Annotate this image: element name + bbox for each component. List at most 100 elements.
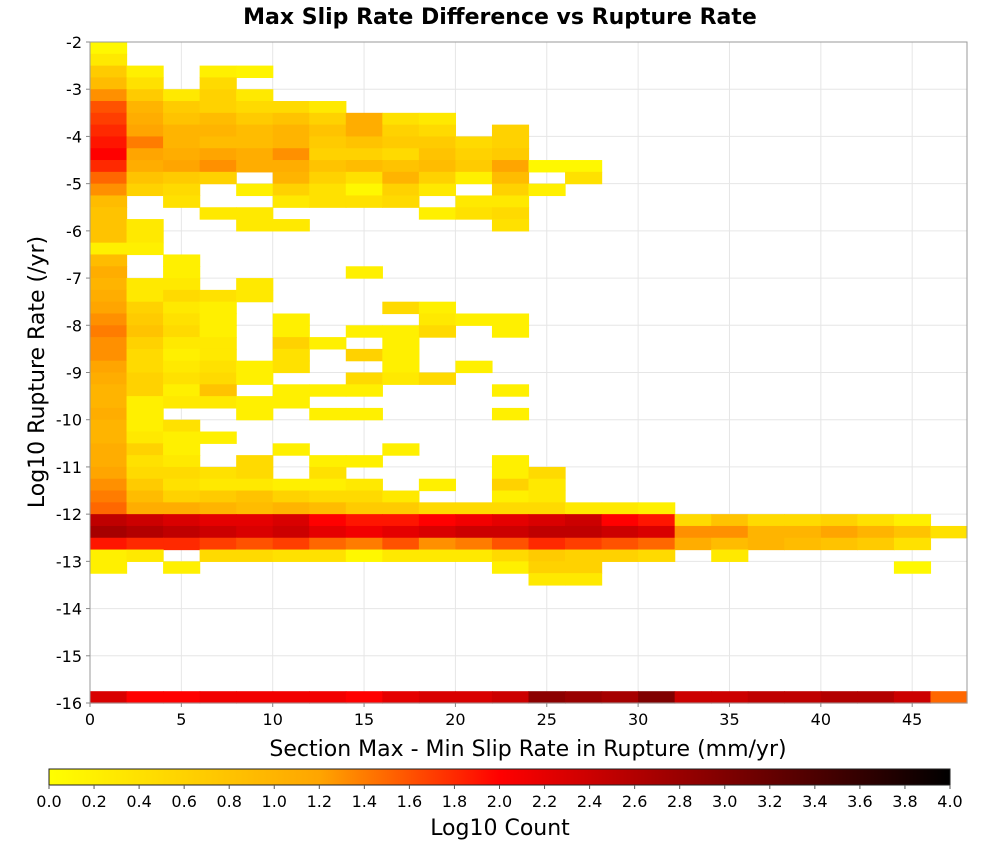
heatmap-cell — [163, 372, 201, 385]
heatmap-cell — [199, 301, 237, 315]
heatmap-cell — [565, 525, 603, 539]
heatmap-cell — [893, 537, 932, 551]
heatmap-cell — [565, 171, 603, 185]
heatmap-cell — [163, 195, 201, 208]
heatmap-cell — [126, 396, 164, 409]
heatmap-cell — [163, 502, 201, 515]
heatmap-cell — [163, 112, 201, 126]
heatmap-cell — [126, 431, 164, 444]
heatmap-cells — [90, 42, 968, 704]
x-tick-label: 15 — [354, 710, 374, 729]
colorbar-ticks: 0.0 0.2 0.4 0.6 0.8 1.0 1.2 1.4 1.6 1.8 2.0 2.2 2.4 2… — [36, 785, 963, 811]
heatmap-cell — [418, 325, 457, 338]
heatmap-cell — [565, 573, 603, 586]
heatmap-cell — [163, 490, 201, 503]
heatmap-cell — [418, 502, 457, 515]
y-tick-label: -4 — [66, 127, 82, 146]
colorbar-tick-label: 2.0 — [487, 792, 512, 811]
heatmap-cell — [711, 525, 749, 539]
y-tick-label: -2 — [66, 33, 82, 52]
heatmap-cell — [893, 691, 932, 704]
heatmap-cell — [163, 148, 201, 161]
heatmap-cell — [199, 431, 237, 444]
heatmap-cell — [711, 537, 749, 551]
heatmap-cell — [418, 478, 457, 492]
heatmap-cell — [601, 691, 639, 704]
heatmap-cell — [126, 466, 164, 480]
heatmap-cell — [236, 183, 274, 197]
colorbar-tick-label: 3.0 — [712, 792, 737, 811]
heatmap-cell — [309, 502, 347, 515]
heatmap-cell — [199, 372, 237, 385]
heatmap-cell — [126, 455, 164, 468]
heatmap-cell — [199, 313, 237, 326]
heatmap-cell — [638, 549, 676, 562]
heatmap-cell — [163, 136, 201, 149]
heatmap-cell — [345, 148, 383, 161]
y-tick-label: -8 — [66, 316, 82, 335]
heatmap-cell — [236, 691, 274, 704]
heatmap-cell — [90, 101, 128, 114]
heatmap-cell — [90, 136, 128, 149]
heatmap-cell — [236, 101, 274, 114]
heatmap-cell — [345, 136, 383, 149]
heatmap-cell — [163, 160, 201, 173]
heatmap-cell — [382, 325, 420, 338]
heatmap-cell — [382, 372, 420, 385]
heatmap-cell — [199, 112, 237, 126]
heatmap-cell — [711, 691, 749, 704]
heatmap-cell — [90, 160, 128, 173]
colorbar-tick-label: 3.6 — [847, 792, 872, 811]
heatmap-cell — [382, 301, 420, 315]
heatmap-cell — [126, 514, 164, 527]
heatmap-cell — [272, 514, 310, 527]
heatmap-cell — [382, 514, 420, 527]
heatmap-cell — [418, 171, 457, 185]
heatmap-cell — [674, 514, 712, 527]
heatmap-cell — [382, 148, 420, 161]
heatmap-cell — [236, 360, 274, 374]
heatmap-cell — [199, 396, 237, 409]
colorbar-tick-label: 0.8 — [216, 792, 241, 811]
heatmap-cell — [711, 514, 749, 527]
heatmap-cell — [638, 691, 676, 704]
heatmap-cell — [601, 537, 639, 551]
heatmap-cell — [418, 160, 457, 173]
heatmap-cell — [272, 337, 310, 350]
colorbar-tick-label: 0.0 — [36, 792, 61, 811]
heatmap-cell — [674, 525, 712, 539]
heatmap-cell — [90, 313, 128, 326]
heatmap-cell — [345, 112, 383, 126]
heatmap-cell — [674, 691, 712, 704]
heatmap-cell — [491, 502, 530, 515]
heatmap-cell — [163, 561, 201, 574]
heatmap-cell — [272, 384, 310, 397]
colorbar-tick-label: 0.4 — [126, 792, 151, 811]
heatmap-cell — [528, 525, 566, 539]
heatmap-cell — [163, 89, 201, 102]
heatmap-cell — [382, 124, 420, 138]
y-tick-label: -6 — [66, 222, 82, 241]
y-tick-label: -12 — [56, 505, 82, 524]
heatmap-cell — [90, 525, 128, 539]
heatmap-cell — [90, 242, 128, 256]
heatmap-cell — [418, 148, 457, 161]
heatmap-cell — [90, 691, 128, 704]
heatmap-cell — [455, 502, 493, 515]
heatmap-cell — [90, 561, 128, 574]
heatmap-cell — [309, 183, 347, 197]
heatmap-cell — [528, 160, 566, 173]
heatmap-cell — [272, 148, 310, 161]
heatmap-cell — [163, 396, 201, 409]
heatmap-cell — [272, 549, 310, 562]
heatmap-cell — [345, 549, 383, 562]
heatmap-cell — [491, 549, 530, 562]
heatmap-cell — [272, 101, 310, 114]
colorbar-tick-label: 2.4 — [577, 792, 602, 811]
heatmap-cell — [126, 136, 164, 149]
heatmap-cell — [272, 478, 310, 492]
heatmap-cell — [199, 466, 237, 480]
heatmap-cell — [90, 195, 128, 208]
heatmap-cell — [491, 561, 530, 574]
heatmap-cell — [199, 171, 237, 185]
